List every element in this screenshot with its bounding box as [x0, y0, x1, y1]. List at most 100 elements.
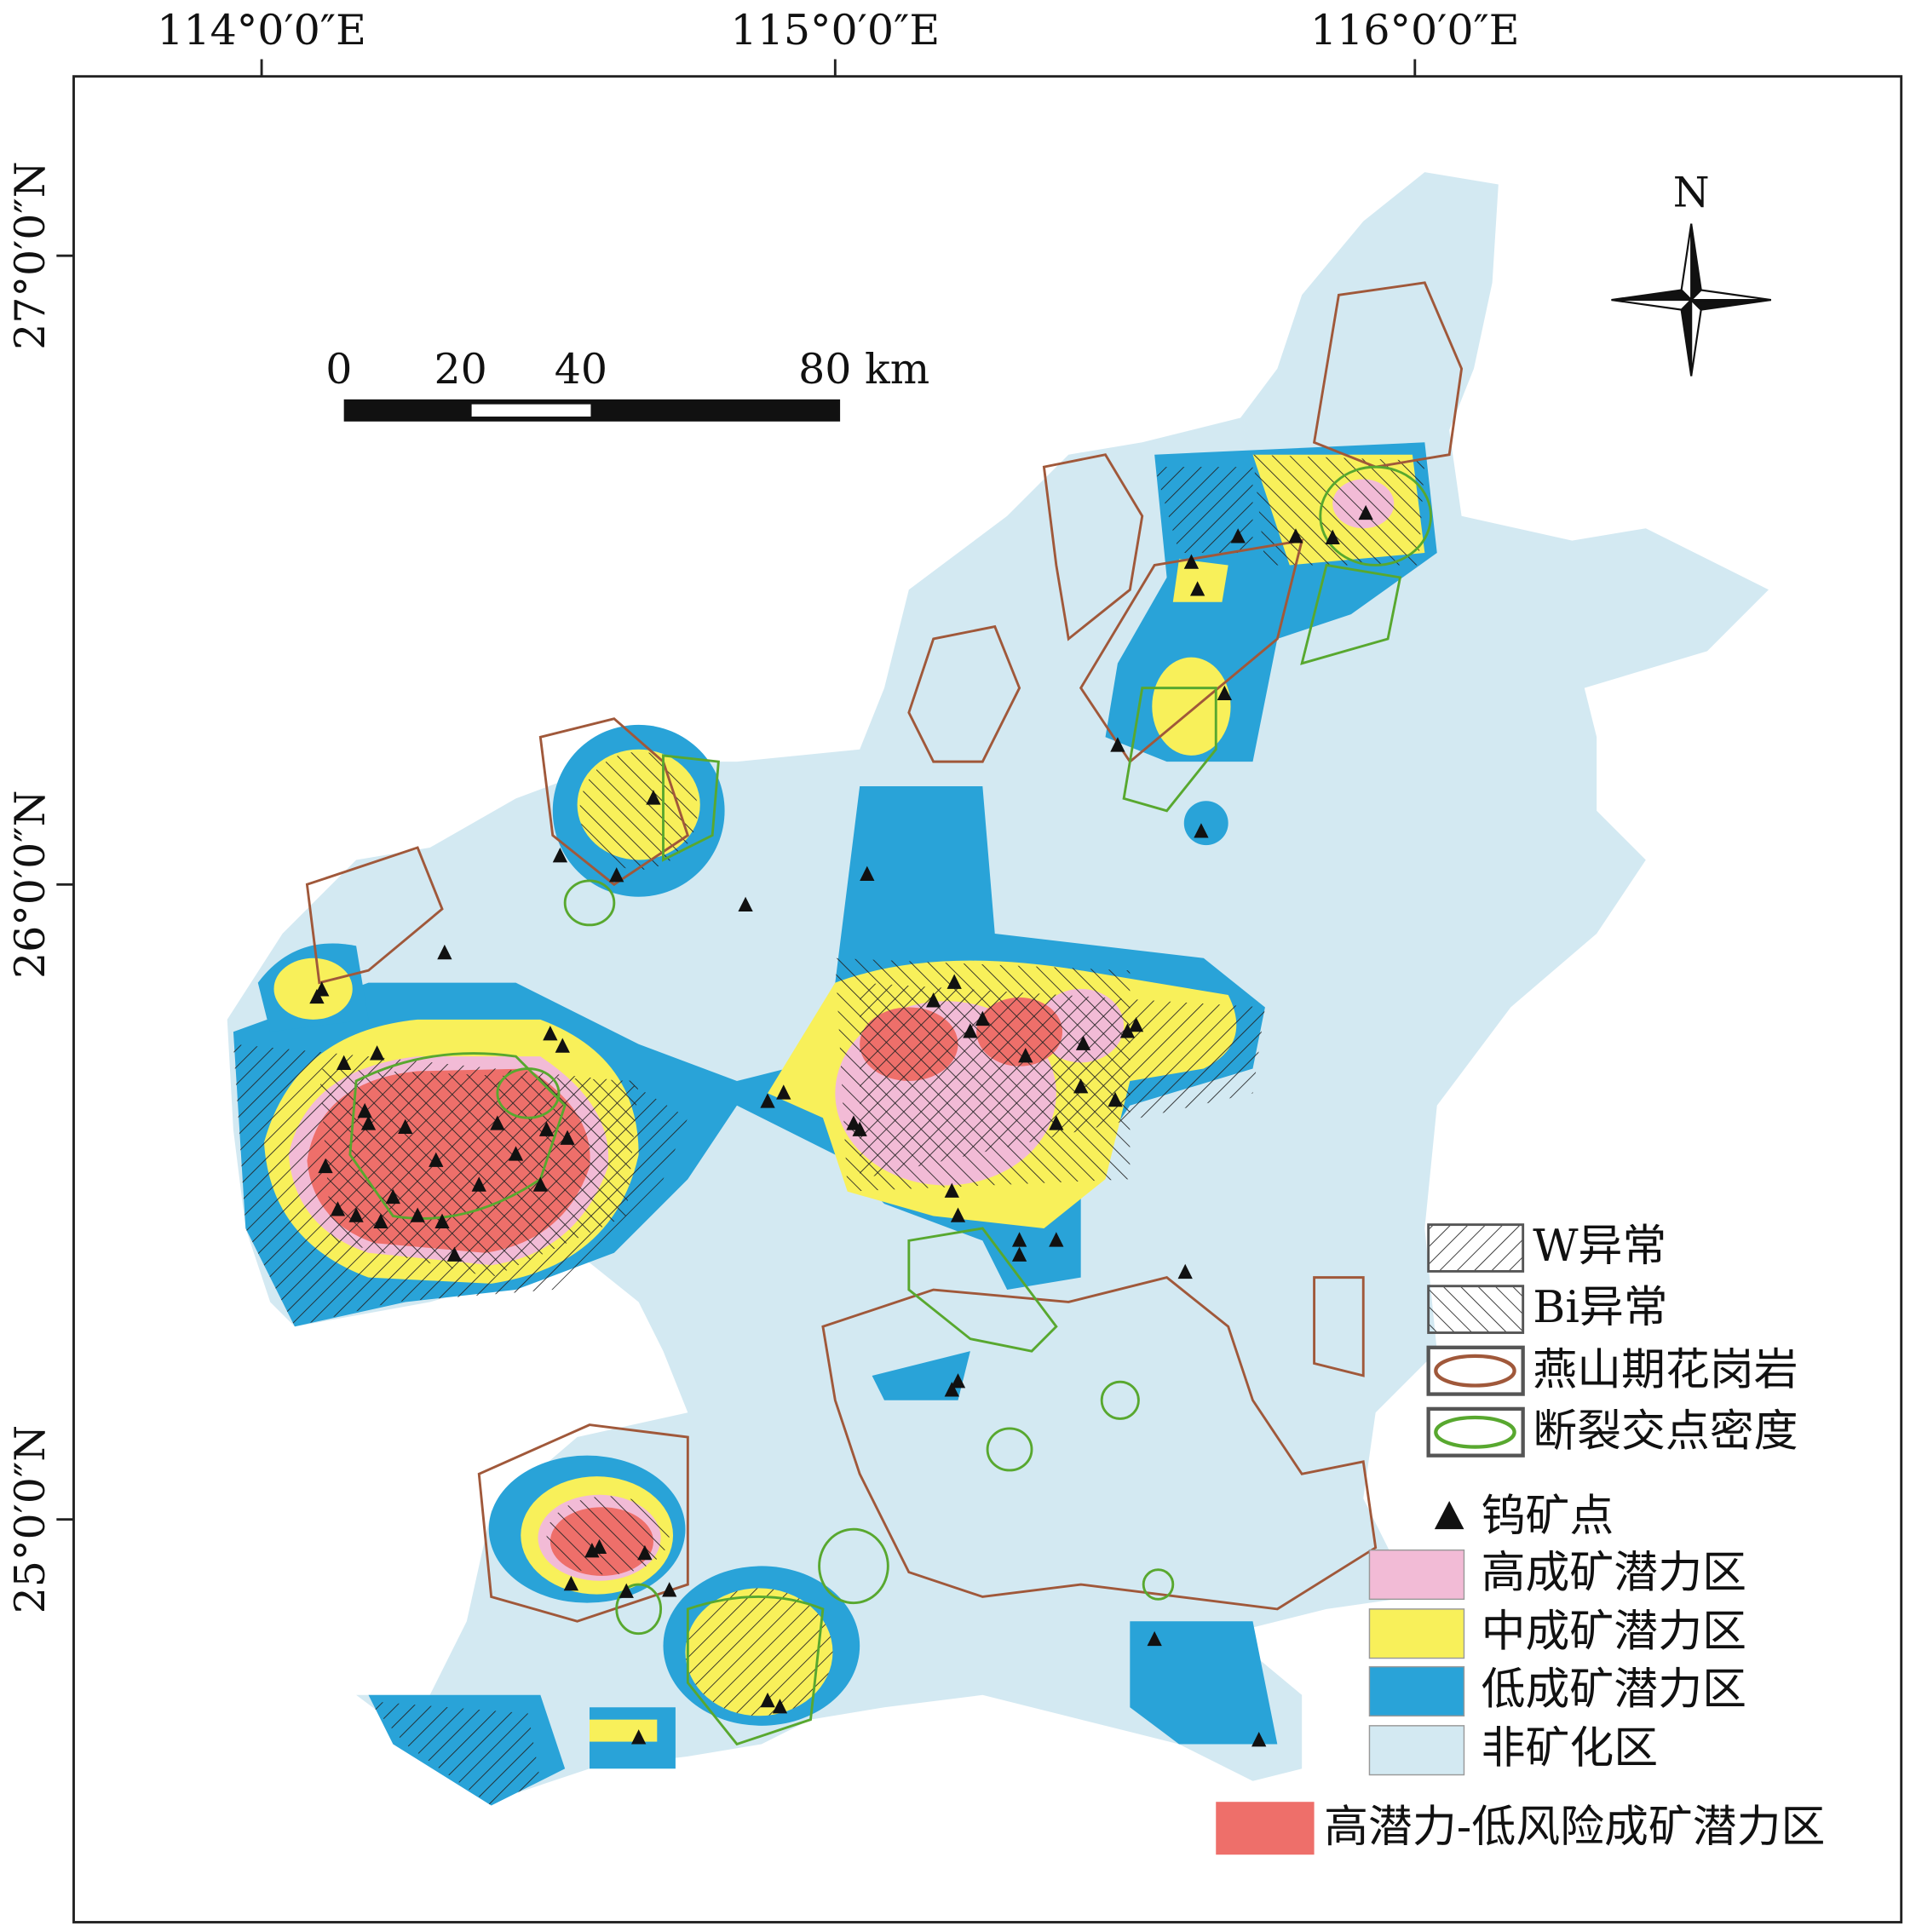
map-frame	[72, 75, 1903, 1923]
tungsten-deposits	[309, 504, 1373, 1747]
tungsten-deposit	[555, 1038, 570, 1053]
tungsten-deposit	[852, 1121, 867, 1136]
tungsten-deposit	[950, 1207, 966, 1222]
tungsten-deposit	[1189, 581, 1205, 596]
north-label: N	[1673, 168, 1710, 216]
tungsten-deposit	[360, 1115, 377, 1130]
legend-label: 中成矿潜力区	[1482, 1607, 1746, 1658]
tungsten-deposit	[1018, 1048, 1033, 1063]
map-body	[227, 172, 1769, 1806]
tungsten-deposit	[860, 865, 875, 881]
longitude-label: 115°0′0″E	[731, 6, 941, 55]
tungsten-deposit	[1358, 504, 1373, 520]
tungsten-deposit	[738, 896, 753, 912]
tungsten-deposit	[563, 1575, 579, 1591]
tungsten-deposit	[963, 1023, 978, 1038]
tungsten-deposit	[1011, 1246, 1027, 1262]
scale-label: 40	[555, 345, 607, 394]
tungsten-deposit	[543, 1026, 558, 1041]
tungsten-deposit	[508, 1146, 524, 1161]
tungsten-deposit	[772, 1699, 788, 1714]
tungsten-deposit	[357, 1102, 372, 1118]
tungsten-deposit	[950, 1373, 966, 1389]
legend-label: 高成矿潜力区	[1482, 1547, 1746, 1598]
tungsten-deposit	[760, 1692, 775, 1708]
scale-bar	[343, 399, 841, 422]
tungsten-deposit	[385, 1188, 400, 1205]
tungsten-deposit	[1147, 1630, 1162, 1647]
latitude-label: 27°0′0″N	[6, 161, 55, 350]
tungsten-deposit	[552, 848, 568, 863]
latitude-label: 25°0′0″N	[6, 1425, 55, 1614]
legend-label: W异常	[1533, 1221, 1666, 1272]
tungsten-deposit	[1288, 528, 1303, 543]
tungsten-deposit	[532, 1176, 548, 1192]
legend-label: 断裂交点密度	[1533, 1406, 1798, 1458]
tungsten-deposit	[373, 1213, 388, 1228]
tungsten-deposit	[1251, 1732, 1267, 1747]
tungsten-deposit	[1325, 529, 1340, 544]
tungsten-deposit	[434, 1213, 450, 1228]
tungsten-deposit	[309, 988, 325, 1004]
tungsten-deposit	[1075, 1035, 1091, 1050]
granite-outlines	[305, 281, 1464, 1623]
tungsten-deposit	[1183, 554, 1200, 569]
tungsten-deposit	[975, 1010, 990, 1026]
tungsten-deposit	[410, 1207, 425, 1222]
longitude-label: 116°0′0″E	[1310, 6, 1520, 55]
tungsten-deposit	[1073, 1078, 1089, 1094]
tungsten-deposit	[646, 790, 661, 805]
tungsten-deposit	[760, 1093, 775, 1108]
legend-label: Bi异常	[1533, 1282, 1668, 1333]
scale-label: 80 km	[798, 345, 929, 394]
tungsten-deposit	[619, 1583, 634, 1598]
tungsten-deposit	[1230, 528, 1246, 543]
tungsten-deposit	[944, 1382, 959, 1397]
tungsten-deposit	[330, 1201, 346, 1216]
tungsten-deposit	[471, 1176, 486, 1192]
tungsten-deposit	[591, 1538, 607, 1554]
tungsten-deposit	[1049, 1115, 1064, 1130]
tungsten-deposit	[926, 992, 941, 1008]
tungsten-deposit	[446, 1246, 463, 1262]
tungsten-deposit	[609, 867, 624, 883]
tungsten-deposit	[318, 1158, 333, 1174]
tungsten-deposit	[1217, 685, 1232, 701]
latitude-label: 26°0′0″N	[6, 791, 55, 980]
tungsten-deposit	[1128, 1016, 1144, 1032]
tungsten-deposit	[1119, 1023, 1136, 1038]
north-arrow	[1611, 223, 1772, 377]
legend-label: 燕山期花岗岩	[1533, 1345, 1798, 1396]
tungsten-deposit	[398, 1118, 413, 1134]
graticule-ticks	[56, 59, 1417, 1521]
legend-label: 钨矿点	[1482, 1491, 1614, 1542]
tungsten-deposit	[429, 1152, 444, 1167]
tungsten-deposit	[662, 1582, 677, 1597]
tungsten-deposit	[637, 1544, 653, 1561]
legend-label: 非矿化区	[1482, 1723, 1659, 1774]
legend-label: 低成矿潜力区	[1482, 1664, 1746, 1715]
tungsten-deposit	[490, 1115, 505, 1130]
scale-label: 20	[434, 345, 486, 394]
tungsten-deposit	[946, 974, 962, 989]
tungsten-deposit	[631, 1729, 647, 1745]
tungsten-deposit	[538, 1121, 555, 1136]
tungsten-deposit	[337, 1055, 352, 1070]
tungsten-deposit	[1011, 1232, 1027, 1247]
tungsten-deposit	[1194, 823, 1209, 838]
tungsten-deposit	[437, 944, 452, 960]
legend	[1216, 1223, 1525, 1855]
tungsten-deposit	[1049, 1232, 1064, 1247]
scale-label: 0	[325, 345, 352, 394]
tungsten-deposit	[1108, 1091, 1123, 1107]
tungsten-deposit	[348, 1207, 364, 1222]
tungsten-deposit	[560, 1130, 575, 1145]
legend-label: 高潜力-低风险成矿潜力区	[1324, 1802, 1825, 1853]
tungsten-deposit	[1177, 1263, 1193, 1279]
tungsten-deposit	[944, 1182, 959, 1198]
tungsten-deposit	[1110, 737, 1125, 752]
longitude-label: 114°0′0″E	[157, 6, 366, 55]
tungsten-deposit	[369, 1045, 385, 1061]
tungsten-deposit	[776, 1084, 791, 1100]
